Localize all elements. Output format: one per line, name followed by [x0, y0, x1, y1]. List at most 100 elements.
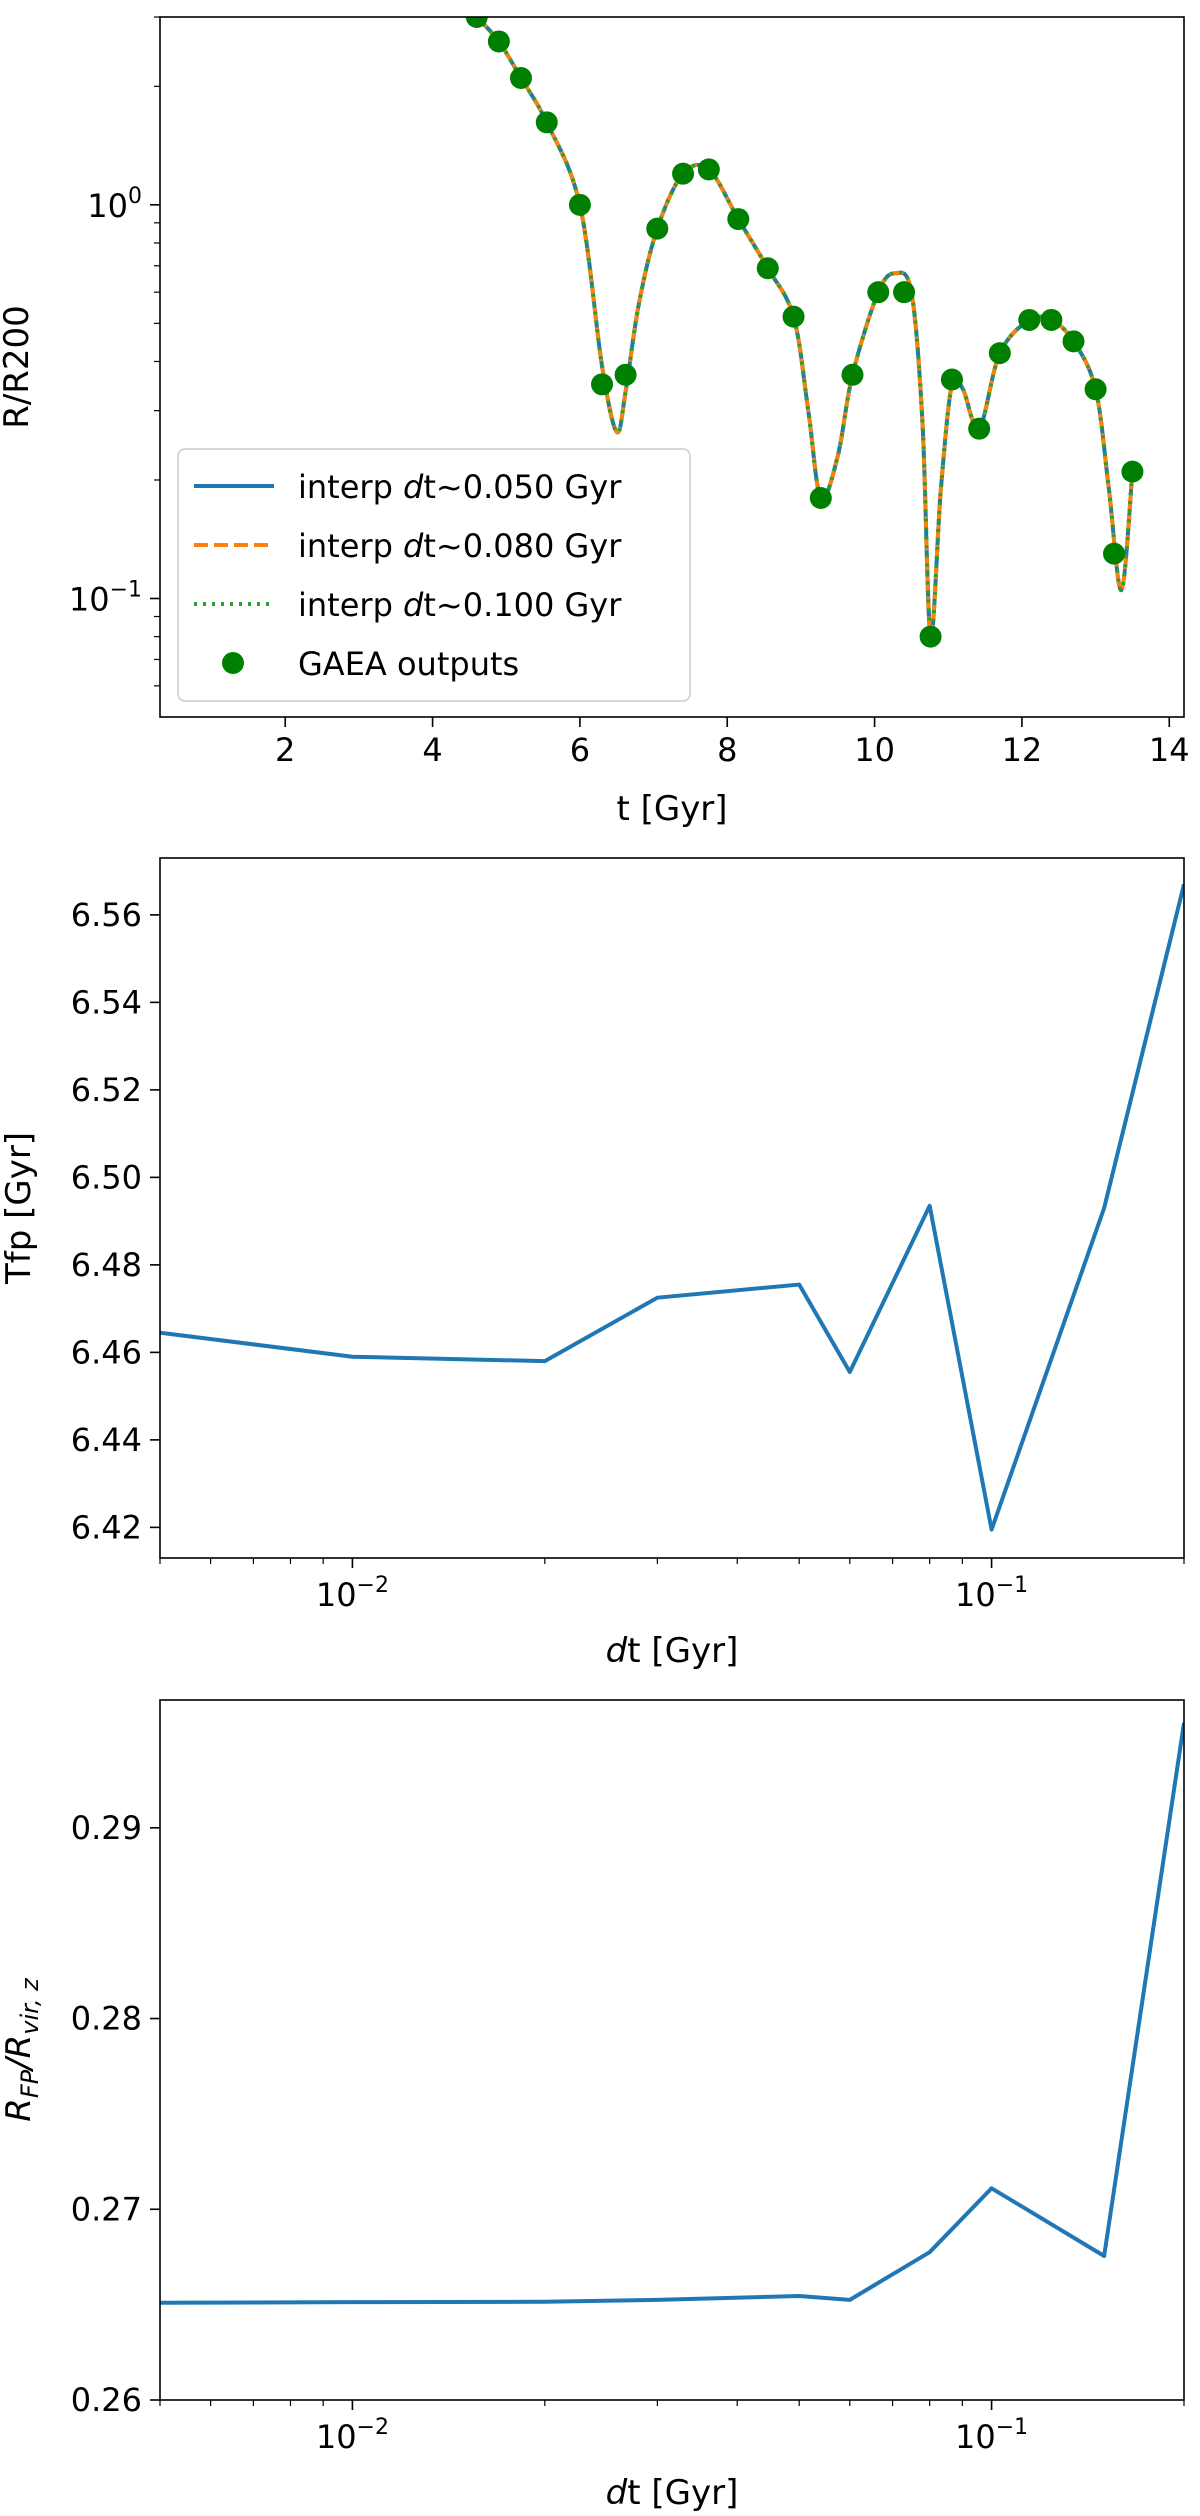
top-x-tick-label: 14	[1149, 731, 1190, 769]
gaea-output-point	[568, 193, 591, 216]
top-y-tick-label: 10−1	[69, 577, 142, 618]
gaea-output-point	[867, 281, 890, 304]
legend-entry-rest: t~0.050 Gyr	[423, 468, 622, 506]
legend-entry-ital: d	[403, 468, 424, 506]
bottom-x-axis-label: dt [Gyr]	[606, 2473, 739, 2513]
bottom-y-tick-label: 0.28	[71, 2000, 142, 2038]
middle-x-axis-label-rest: t [Gyr]	[627, 1631, 738, 1671]
gaea-output-point	[1121, 460, 1144, 483]
top-y-tick-label-exp: 0	[128, 184, 142, 209]
bottom-y-axis-label: RFP/Rvir, z	[0, 1977, 44, 2122]
bottom-x-tick-label: 10−1	[955, 2415, 1028, 2456]
gaea-output-point	[1018, 308, 1041, 331]
top-x-tick-label: 4	[422, 731, 442, 769]
middle-y-axis-label: Tfp [Gyr]	[0, 1132, 39, 1285]
legend-entry-ital: d	[403, 586, 424, 624]
legend-entry-label: interp dt~0.100 Gyr	[298, 586, 622, 624]
legend-entry-rest: t~0.080 Gyr	[423, 527, 622, 565]
bottom-y-tick-label: 0.27	[71, 2190, 142, 2228]
top-y-tick-label: 100	[87, 184, 142, 225]
gaea-output-point	[968, 417, 991, 440]
gaea-output-point	[1084, 378, 1107, 401]
top-x-tick-label: 10	[854, 731, 895, 769]
bottom-y-label-sub2: vir, z	[16, 1977, 44, 2035]
legend-entry-rest: t~0.100 Gyr	[423, 586, 622, 624]
gaea-output-point	[893, 281, 916, 304]
top-y-axis-label: R/R200	[0, 305, 37, 429]
gaea-output-point	[535, 111, 558, 134]
gaea-output-point	[697, 158, 720, 181]
gaea-output-point	[591, 373, 614, 396]
middle-x-axis-label-d: d	[606, 1631, 628, 1671]
bottom-axes-frame	[159, 1699, 1185, 2401]
top-x-axis-label: t [Gyr]	[616, 789, 727, 829]
middle-x-tick-label: 10−2	[316, 1573, 389, 1614]
gaea-output-point	[487, 30, 510, 53]
top-y-tick-label-base: 10	[69, 580, 110, 618]
legend-entry-label: GAEA outputs	[298, 645, 519, 683]
middle-plot-data	[160, 883, 1184, 1532]
middle-y-tick-label: 6.50	[71, 1158, 142, 1196]
middle-y-tick-label: 6.52	[71, 1071, 142, 1109]
middle-y-tick-label: 6.44	[71, 1421, 142, 1459]
legend-entry-label: interp dt~0.050 Gyr	[298, 468, 622, 506]
middle-x-axis-label: dt [Gyr]	[606, 1631, 739, 1671]
gaea-output-point	[809, 487, 832, 510]
gaea-output-point	[841, 363, 864, 386]
middle-x-tick-label-base: 10	[955, 1576, 996, 1614]
gaea-output-point	[614, 363, 637, 386]
bottom-y-tick-label: 0.29	[71, 1809, 142, 1847]
top-x-tick-label: 2	[275, 731, 295, 769]
bottom-x-tick-label-base: 10	[955, 2418, 996, 2456]
gaea-output-point	[672, 162, 695, 185]
legend-entry-ital: d	[403, 527, 424, 565]
top-x-tick-label: 6	[570, 731, 590, 769]
gaea-output-point	[782, 305, 805, 328]
legend-entry-rest: GAEA outputs	[298, 645, 519, 683]
middle-y-tick-label: 6.48	[71, 1246, 142, 1284]
middle-axes-frame	[159, 857, 1185, 1559]
legend-entry-prefix: interp	[298, 527, 403, 565]
gaea-output-point	[727, 208, 750, 231]
legend-box	[177, 448, 691, 702]
gaea-output-point	[919, 625, 942, 648]
gaea-output-point	[988, 342, 1011, 365]
gaea-output-point	[646, 217, 669, 240]
bottom-y-label-sub1: FP	[16, 2069, 44, 2098]
top-y-tick-label-base: 10	[87, 187, 128, 225]
middle-x-tick-label: 10−1	[955, 1573, 1028, 1614]
bottom-y-label-mid: /R	[0, 2035, 39, 2073]
legend-marker-gaea	[222, 652, 244, 674]
middle-axis-ticks: 10−2 10−16.426.446.466.486.506.526.546.56	[71, 896, 1185, 1614]
top-x-tick-label: 12	[1002, 731, 1043, 769]
bottom-x-tick-label-base: 10	[316, 2418, 357, 2456]
middle-y-tick-label: 6.56	[71, 896, 142, 934]
legend-entry-label: interp dt~0.080 Gyr	[298, 527, 622, 565]
bottom-series-line	[160, 1722, 1184, 2305]
bottom-x-tick-label-exp: −2	[357, 2415, 389, 2440]
panel-bottom: 10−2 10−10.260.270.280.29 dt [Gyr] RFP/Rv…	[0, 1699, 1185, 2513]
top-axes-frame	[159, 16, 1185, 718]
middle-y-tick-label: 6.54	[71, 983, 142, 1021]
gaea-output-point	[1062, 330, 1085, 353]
middle-x-tick-label-base: 10	[316, 1576, 357, 1614]
bottom-y-tick-label: 0.26	[71, 2381, 142, 2419]
middle-x-tick-label-exp: −2	[357, 1573, 389, 1598]
legend-entry-prefix: interp	[298, 586, 403, 624]
bottom-axis-ticks: 10−2 10−10.260.270.280.29	[71, 1809, 1185, 2456]
middle-x-tick-label-exp: −1	[996, 1573, 1028, 1598]
top-x-tick-label: 8	[717, 731, 737, 769]
gaea-output-point	[465, 17, 488, 28]
middle-series-line	[160, 883, 1184, 1532]
gaea-output-point	[1103, 542, 1126, 565]
top-y-tick-label-exp: −1	[110, 577, 142, 602]
bottom-x-tick-label-exp: −1	[996, 2415, 1028, 2440]
bottom-x-axis-label-d: d	[606, 2473, 628, 2513]
middle-y-tick-label: 6.42	[71, 1508, 142, 1546]
panel-middle: 10−2 10−16.426.446.466.486.506.526.546.56…	[0, 857, 1185, 1671]
